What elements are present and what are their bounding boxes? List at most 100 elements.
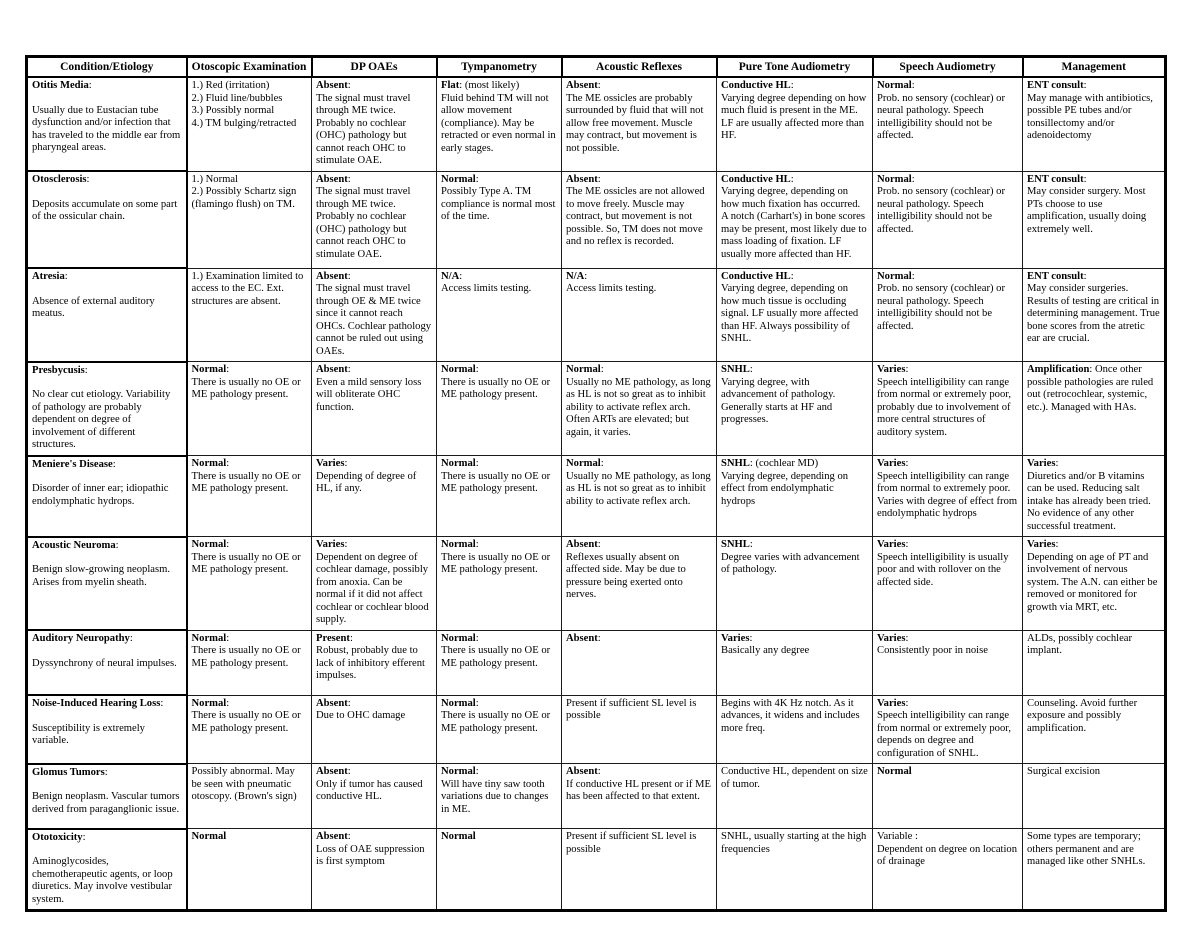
condition-cell: Noise-Induced Hearing Loss: Susceptibilit… xyxy=(25,694,188,765)
table-row: Auditory Neuropathy: Dyssynchrony of neur… xyxy=(25,629,1166,696)
table-cell: Counseling. Avoid further exposure and p… xyxy=(1022,694,1166,764)
cell-text: There is usually no OE or ME pathology p… xyxy=(441,470,551,495)
condition-cell: Glomus Tumors: Benign neoplasm. Vascular … xyxy=(25,762,188,830)
cell-text: Possibly Type A. TM compliance is normal… xyxy=(441,186,556,222)
table-cell: Normal: Prob. no sensory (cochlear) or ne… xyxy=(872,76,1023,172)
cell-text: 2.) Fluid line/bubbles xyxy=(191,92,283,104)
table-cell: 1.) Red (irritation) 2.) Fluid line/bubbl… xyxy=(186,76,312,172)
table-row: Meniere's Disease: Disorder of inner ear;… xyxy=(25,454,1166,538)
table-cell: Absent: The signal must travel through OE… xyxy=(311,267,437,362)
cell-text: Ototoxicity: xyxy=(32,831,86,843)
cell-text: Counseling. Avoid further exposure and p… xyxy=(1027,697,1138,734)
cell-text: Prob. no sensory (cochlear) or neural pa… xyxy=(877,186,1005,235)
table-row: Otitis Media: Usually due to Eustacian tu… xyxy=(25,76,1166,172)
cell-text: Normal: xyxy=(441,766,479,777)
table-cell: ENT consult: May manage with antibiotics,… xyxy=(1022,76,1166,172)
cell-text: Absent: xyxy=(566,173,601,185)
cell-text: Loss of OAE suppression is first symptom xyxy=(316,843,425,868)
cell-text: Absent: xyxy=(316,270,351,282)
table-cell: Varies: Depending of degree of HL, if any… xyxy=(311,455,437,537)
cell-text: Absent: xyxy=(566,632,601,644)
table-cell: Varies: Consistently poor in noise xyxy=(872,629,1023,696)
cell-text: Normal: xyxy=(877,80,915,91)
cell-text: Absent: xyxy=(316,80,351,91)
table-cell: Normal: Usually no ME pathology, as long … xyxy=(561,455,717,537)
table-cell: Normal: There is usually no OE or ME path… xyxy=(186,361,312,456)
table-cell: Normal xyxy=(436,828,562,911)
table-cell: Present if sufficient SL level is possib… xyxy=(561,694,717,764)
cell-text: The signal must travel through OE & ME t… xyxy=(316,283,432,357)
header-dp-oaes: DP OAEs xyxy=(310,55,438,78)
cell-text: 1.) Red (irritation) xyxy=(191,80,270,91)
cell-text: Degree varies with advancement of pathol… xyxy=(721,551,860,576)
condition-cell: Presbycusis: No clear cut etiology. Varia… xyxy=(25,360,188,457)
cell-text: Depending on age of PT and involvement o… xyxy=(1027,551,1158,613)
table-cell: Absent: If conductive HL present or if ME… xyxy=(561,763,717,829)
cell-text: There is usually no OE or ME pathology p… xyxy=(191,470,301,495)
cell-text: Normal: xyxy=(191,539,230,550)
cell-text: There is usually no OE or ME pathology p… xyxy=(191,645,301,669)
table-cell: Surgical excision xyxy=(1022,763,1166,829)
cell-text: Varies: xyxy=(877,539,909,550)
cell-text: Absent: xyxy=(566,80,601,91)
condition-cell: Otitis Media: Usually due to Eustacian tu… xyxy=(25,76,188,172)
table-cell: 1.) Examination limited to access to the… xyxy=(186,267,312,362)
table-cell: Possibly abnormal. May be seen with pneu… xyxy=(186,763,312,829)
table-cell: Normal: Will have tiny saw tooth variatio… xyxy=(436,763,562,829)
table-cell: SNHL: Degree varies with advancement of p… xyxy=(716,536,873,631)
cell-text: Absent: xyxy=(566,539,601,550)
cell-text: Noise-Induced Hearing Loss: xyxy=(32,698,164,709)
cell-text: Absent: xyxy=(316,697,351,709)
table-cell: SNHL, usually starting at the high frequ… xyxy=(716,828,873,911)
cell-text: Speech intelligibility can range from no… xyxy=(877,470,1018,520)
cell-text: 1.) Normal xyxy=(191,173,238,185)
cell-text: Varies: xyxy=(316,539,348,550)
cell-text: Acoustic Neuroma: xyxy=(32,539,119,551)
cell-text: Varying degree, depending on how much fi… xyxy=(721,186,867,260)
table-cell: Absent: The signal must travel through ME… xyxy=(311,76,437,172)
audiology-conditions-table: Condition/Etiology Otoscopic Examination… xyxy=(25,55,1167,912)
table-row: Atresia: Absence of external auditory mea… xyxy=(25,267,1166,363)
cell-text: Prob. no sensory (cochlear) or neural pa… xyxy=(877,283,1005,332)
cell-text: Usually no ME pathology, as long as HL i… xyxy=(566,376,711,438)
cell-text: Consistently poor in noise xyxy=(877,645,988,656)
table-cell: Normal: There is usually no OE or ME path… xyxy=(186,629,312,696)
header-speech-audiometry: Speech Audiometry xyxy=(871,55,1024,78)
table-cell: Normal: There is usually no OE or ME path… xyxy=(186,455,312,537)
cell-text: Varies: xyxy=(877,364,909,375)
cell-text: Usually no ME pathology, as long as HL i… xyxy=(566,470,711,507)
cell-text: Atresia: xyxy=(32,271,68,282)
table-cell: Normal xyxy=(186,828,312,911)
table-cell: Normal: Prob. no sensory (cochlear) or ne… xyxy=(872,170,1023,269)
table-cell: ALDs, possibly cochlear implant. xyxy=(1022,629,1166,696)
cell-text: Due to OHC damage xyxy=(316,710,406,721)
cell-text: There is usually no OE or ME pathology p… xyxy=(441,645,551,669)
table-row: Glomus Tumors: Benign neoplasm. Vascular … xyxy=(25,762,1166,830)
table-cell: 1.) Normal 2.) Possibly Schartz sign (fla… xyxy=(186,170,312,269)
condition-cell: Ototoxicity: Aminoglycosides, chemotherap… xyxy=(25,827,188,912)
condition-cell: Atresia: Absence of external auditory mea… xyxy=(25,267,188,363)
cell-text: Variable : xyxy=(877,831,918,842)
cell-text: Normal: xyxy=(566,364,604,375)
condition-cell: Meniere's Disease: Disorder of inner ear;… xyxy=(25,454,188,538)
header-acoustic-reflexes: Acoustic Reflexes xyxy=(560,55,718,78)
cell-text: Absent: xyxy=(316,364,351,375)
cell-text: Varying degree depending on how much flu… xyxy=(721,92,867,142)
table-cell: Varies: Speech intelligibility is usually… xyxy=(872,536,1023,631)
table-row: Ototoxicity: Aminoglycosides, chemotherap… xyxy=(25,827,1166,912)
table-cell: Conductive HL: Varying degree depending o… xyxy=(716,76,873,172)
table-row: Presbycusis: No clear cut etiology. Varia… xyxy=(25,360,1166,457)
cell-text: May consider surgery. Most PTs choose to… xyxy=(1027,186,1147,235)
cell-text: No clear cut etiology. Variability of pa… xyxy=(32,389,171,450)
table-cell: Normal: There is usually no OE or ME path… xyxy=(436,629,562,696)
cell-text: Present if sufficient SL level is possib… xyxy=(566,831,697,855)
header-condition-etiology: Condition/Etiology xyxy=(25,55,188,78)
cell-text: The signal must travel through ME twice.… xyxy=(316,92,411,167)
cell-text: 2.) Possibly Schartz sign (flamingo flus… xyxy=(191,186,297,210)
cell-text: Possibly abnormal. May be seen with pneu… xyxy=(191,766,297,802)
table-cell: Varies: Speech intelligibility can range … xyxy=(872,455,1023,537)
cell-text: ENT consult: xyxy=(1027,80,1087,91)
table-cell: Absent: Due to OHC damage xyxy=(311,694,437,764)
table-cell: Normal: Possibly Type A. TM compliance is… xyxy=(436,170,562,269)
cell-text: Varies: xyxy=(1027,539,1059,550)
